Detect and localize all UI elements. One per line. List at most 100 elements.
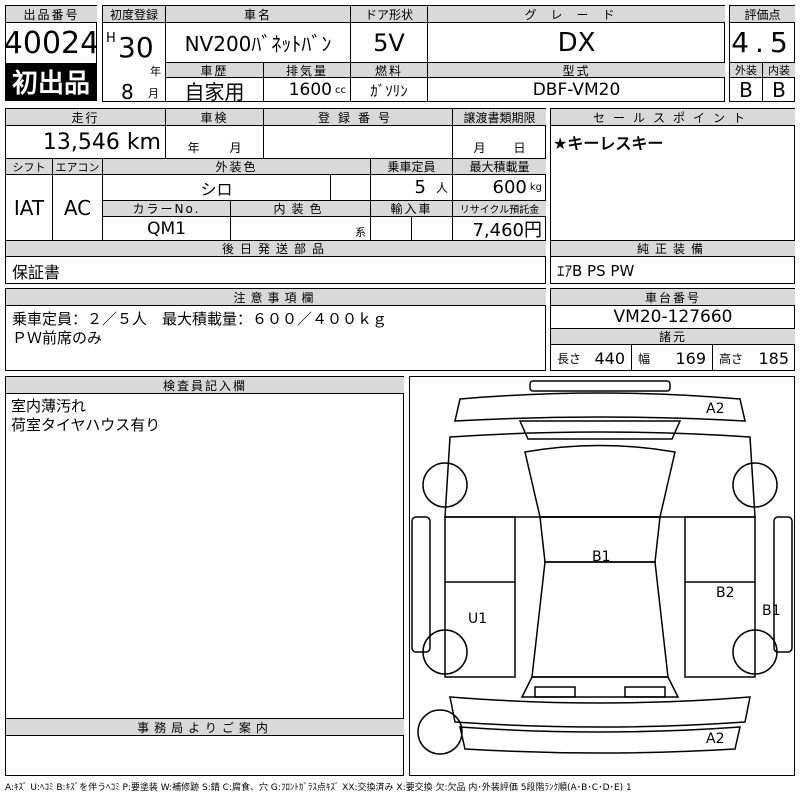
later-parts-value: 保証書 [12,262,61,282]
damage-diagram: A2 B1 B2 U1 B1 A2 [409,376,795,776]
car-name-label: 車名 [166,6,351,23]
reg-year: 30 [118,31,154,64]
inspection-month-unit: 月 [229,141,242,155]
ext-score-label: 外装 [730,63,763,78]
car-name: NV200ﾊﾞﾈｯﾄﾊﾞﾝ [166,23,351,63]
lot-label: 出品番号 [6,6,97,23]
inspector-block: 検査員記入欄 室内薄汚れ 荷室タイヤハウス有り [5,376,404,719]
int-score: B [772,78,786,102]
plate-value [264,126,453,159]
reg-value: H 30 年 8 月 [103,23,166,102]
score-box: 評価点 4.5 外装 内装 B B [729,5,795,102]
transfer-month-unit: 月 [473,141,486,155]
equipment-label: 純正装備 [551,241,795,257]
lot-box: 出品番号 40024 初出品 [5,5,97,101]
damage-mark: B1 [762,603,781,619]
chassis-label: 車台番号 [551,289,795,306]
capacity-unit: 人 [435,181,448,195]
ext-color-label: 外装色 [103,159,371,175]
equipment-value: ｴｱB PS PW [557,262,635,280]
shift-label: シフト [6,159,53,175]
import-label: 輸入車 [371,201,453,217]
sales-block: セールスポイント ★キーレスキー 純正装備 ｴｱB PS PW [550,108,795,284]
length-value: 440 [594,348,625,368]
chassis-block: 車台番号 VM20-127660 諸元 長さ 440 幅 169 高さ 185 [550,288,795,371]
lot-number: 40024 [6,25,97,61]
damage-mark: A2 [706,401,725,417]
displacement-value: 1600 [288,80,332,100]
width-value: 169 [675,348,706,368]
inspector-label: 検査員記入欄 [6,377,404,394]
later-parts-label: 後日発送部品 [6,241,546,257]
mileage-label: 走行 [6,109,166,126]
color-no-value: QM1 [103,217,231,241]
max-load-value: 600 [492,177,527,198]
int-color-value: 系 [231,217,371,241]
grade-label: グレード [428,6,725,23]
import-value-2 [412,217,453,241]
office-block: 事務局よりご案内 [5,718,404,776]
era: H [106,31,116,46]
year-unit: 年 [150,65,161,78]
notes-text: 乗車定員：２／５人 最大積載量：６００／４００ｋｇ ＰＷ前席のみ [12,310,387,348]
office-label: 事務局よりご案内 [6,719,404,736]
notes-label: 注意事項欄 [6,289,546,306]
inspection-year-unit: 年 [187,141,200,155]
damage-mark: B1 [592,549,611,565]
import-value-1 [371,217,412,241]
notes-block: 注意事項欄 乗車定員：２／５人 最大積載量：６００／４００ｋｇ ＰＷ前席のみ [5,288,546,371]
mileage-value: 13,546 km [6,126,166,159]
transfer-label: 譲渡書類期限 [453,109,546,126]
color-no-label: カラーNo. [103,201,231,217]
height-value: 185 [758,348,789,368]
int-score-label: 内装 [763,63,795,78]
inspector-text: 室内薄汚れ 荷室タイヤハウス有り [11,397,160,435]
shift-value: IAT [6,175,53,241]
damage-mark: A2 [706,731,725,747]
ext-color-extra [331,175,371,201]
damage-mark: U1 [468,611,488,627]
inspector-line: 荷室タイヤハウス有り [11,416,161,434]
inspector-line: 室内薄汚れ [11,397,87,415]
door-value: 5V [351,23,428,63]
reg-month: 8 [121,80,134,102]
details-block: 走行 13,546 km 車検 年 月 登録番号 譲渡書類期限 月 日 シフト エア… [5,108,546,284]
first-listing-badge: 初出品 [6,63,97,101]
ac-value: AC [53,175,103,241]
recycle-value: 7,460円 [453,217,546,241]
ext-color-value: シロ [103,175,331,201]
vehicle-info: 初度登録 H 30 年 8 月 車名 NV200ﾊﾞﾈｯﾄﾊﾞﾝ ドア形状 5V… [102,5,725,102]
width-label: 幅 [638,351,651,366]
kg-unit: kg [529,182,542,193]
sales-point-value: ★キーレスキー [551,126,795,241]
note-line: 乗車定員：２／５人 最大積載量：６００／４００ｋｇ [12,310,388,328]
ac-label: エアコン [53,159,103,175]
chassis-value: VM20-127660 [551,306,795,329]
inspection-label: 車検 [166,109,264,126]
displacement-label: 排気量 [264,63,351,78]
transfer-day-unit: 日 [513,141,526,155]
capacity-value: 5 [414,177,426,198]
fuel-label: 燃料 [351,63,428,78]
history-value: 自家用 [166,78,264,102]
damage-mark: B2 [716,585,735,601]
model-value: DBF-VM20 [532,80,621,100]
note-line: ＰＷ前席のみ [12,329,103,347]
history-label: 車歴 [166,63,264,78]
legend: A:ｷｽﾞ U:ﾍｺﾐ B:ｷｽﾞを伴うﾍｺﾐ P:要塗装 W:補修跡 S:錆 … [5,783,632,793]
reg-label: 初度登録 [103,6,166,23]
specs-label: 諸元 [551,329,795,345]
fuel-value: ｶﾞｿﾘﾝ [351,78,428,102]
car-outline-icon [411,380,793,755]
model-label: 型式 [428,63,725,78]
height-label: 高さ [719,351,744,366]
int-color-label: 内装色 [231,201,371,217]
recycle-label: リサイクル預託金 [453,201,546,217]
capacity-label: 乗車定員 [371,159,453,175]
grade-value: DX [428,23,725,63]
ext-score: B [730,78,763,102]
plate-label: 登録番号 [264,109,453,126]
cc-unit: cc [335,84,346,96]
max-load-label: 最大積載量 [453,159,546,175]
month-unit: 月 [148,87,159,100]
